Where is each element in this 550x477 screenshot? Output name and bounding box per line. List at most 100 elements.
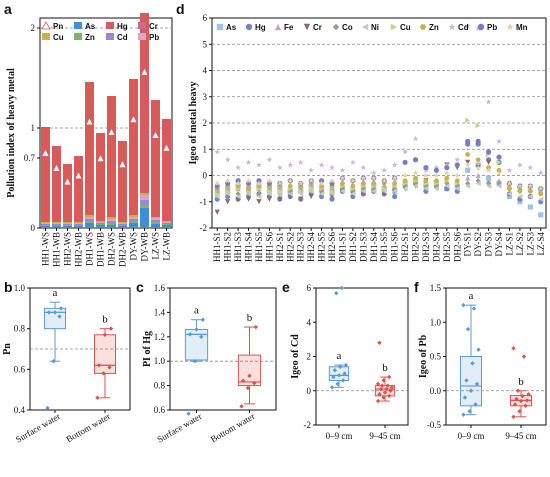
point-ni (392, 188, 398, 194)
x-tick-label: DH2-S4 (431, 232, 441, 263)
point-zn (465, 152, 471, 157)
y-axis-label: Igeo of Pb (418, 334, 429, 378)
point-mn (287, 177, 294, 184)
x-tick-label: HH1-S1 (212, 232, 222, 262)
point-cd (360, 164, 367, 171)
legend-swatch-pn (41, 21, 51, 30)
data-point (253, 324, 259, 330)
point-cd (287, 161, 294, 168)
x-tick-label: DY-S2 (473, 232, 483, 257)
y-tick-label: 1.4 (154, 307, 166, 317)
legend-label: As (226, 23, 237, 32)
bar-segment-pb (128, 217, 139, 219)
point-cd (370, 169, 377, 176)
data-point (511, 346, 516, 351)
point-cu (496, 159, 502, 165)
bar-segment-cd (150, 220, 161, 222)
data-point (517, 409, 522, 414)
point-ni (339, 188, 346, 194)
bar-segment-hg (150, 100, 161, 217)
x-tick-label: 0–9 cm (326, 431, 353, 441)
bar-segment-as (62, 226, 73, 228)
data-point (381, 395, 386, 400)
x-tick-label: LZ-S1 (504, 232, 514, 256)
y-tick-label: 5 (203, 39, 208, 49)
x-tick-label: HH2-WS (63, 232, 73, 266)
bar-segment-as (161, 225, 172, 228)
point-as (527, 204, 533, 210)
point-zn (402, 178, 408, 184)
y-tick-label: 4 (203, 66, 208, 76)
data-point (343, 362, 349, 368)
point-cr (245, 196, 252, 202)
data-point (464, 378, 469, 383)
point-ni (402, 186, 408, 192)
bar-segment-as (84, 223, 95, 228)
point-cd (214, 148, 221, 155)
data-point (342, 371, 347, 376)
legend-marker-cr (303, 23, 311, 31)
panel-letter-b: b (4, 279, 13, 295)
y-tick-label: -1 (200, 197, 208, 207)
point-ni (475, 180, 481, 186)
bar-segment-cu (117, 222, 128, 223)
point-as (485, 175, 492, 181)
y-tick-label: 1.5 (430, 283, 442, 293)
bar-segment-zn (106, 223, 117, 225)
point-pb (496, 154, 502, 160)
y-axis-label: Pn (2, 343, 13, 355)
data-point (521, 354, 527, 359)
x-tick-label: DH1-S5 (379, 232, 389, 263)
panel-a-stacked-bar-chart: 0 0.7 1 2 Pollution index of heavy metal HH1-… (6, 13, 173, 267)
y-tick-label: 1.0 (430, 317, 442, 327)
legend-label: Cd (117, 33, 128, 42)
bar-segment-hg (117, 141, 128, 222)
significance-letter: a (53, 287, 58, 299)
bar-segment-pb (73, 223, 84, 224)
data-point (187, 332, 193, 337)
point-cd (245, 159, 252, 165)
x-tick-label: HH2-S2 (285, 232, 295, 262)
y-tick-label: 0.8 (14, 324, 26, 334)
x-tick-label: DH2-S6 (452, 232, 462, 263)
point-ni (517, 193, 523, 200)
legend-label: Cd (458, 23, 469, 32)
bar-segment-cu (40, 222, 51, 223)
point-ni (235, 193, 241, 200)
data-point (200, 317, 206, 322)
bar-segment-pb (95, 222, 106, 223)
x-tick-label: HH1-S2 (223, 232, 233, 262)
point-cd (402, 148, 409, 155)
legend-label: Pn (53, 22, 63, 31)
y-tick-label: 0.7 (24, 153, 36, 163)
pn-marker (75, 172, 82, 179)
x-tick-label: DH1-S4 (369, 232, 379, 263)
data-point (194, 327, 199, 332)
point-cd (433, 164, 440, 171)
legend-label: Co (342, 23, 353, 32)
point-as (225, 186, 231, 192)
point-mn (318, 180, 325, 186)
y-axis-label: Igeo of metal heavy (188, 81, 199, 164)
data-point (526, 391, 531, 397)
data-point (334, 290, 339, 296)
point-zn (538, 191, 544, 197)
data-point (515, 388, 521, 393)
point-cd (266, 156, 273, 163)
data-point (385, 383, 390, 388)
legend-marker-ni (361, 23, 369, 31)
bar-segment-as (117, 226, 128, 228)
legend-label: Cu (53, 33, 64, 42)
legend-label: Mn (516, 23, 528, 32)
bar-segment-pb (150, 218, 161, 220)
y-tick-label: 4 (307, 317, 312, 327)
legend-marker-mn (506, 23, 514, 31)
x-tick-label: HH2-S3 (296, 232, 306, 263)
point-zn (392, 181, 398, 186)
point-cd (537, 169, 544, 176)
data-point (331, 374, 336, 380)
significance-letter: b (102, 314, 108, 326)
box (237, 354, 262, 387)
